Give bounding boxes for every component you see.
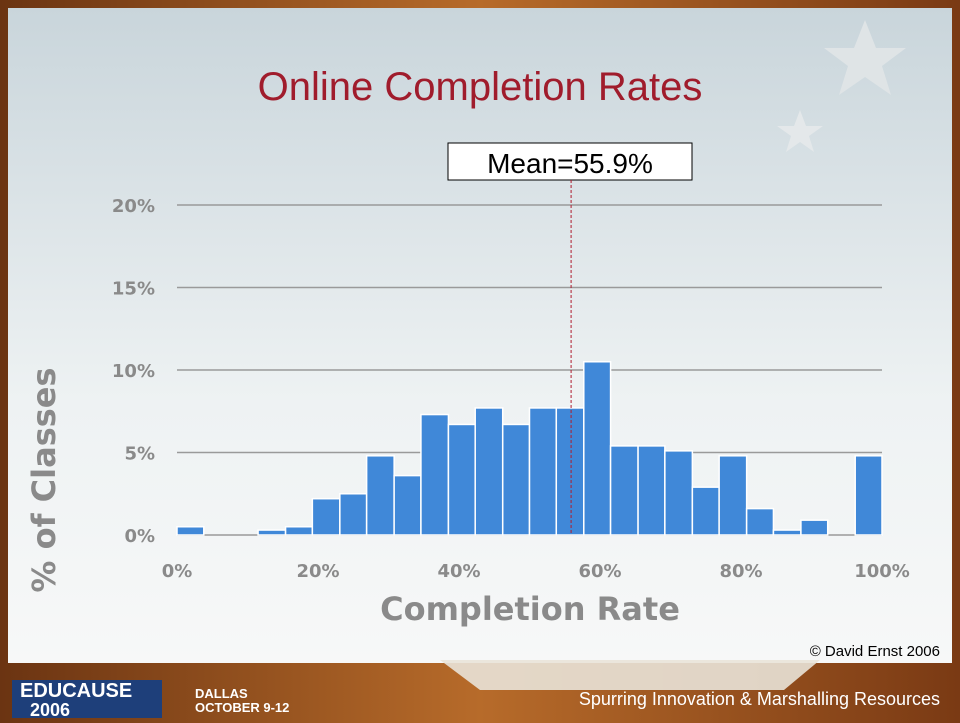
y-tick-label: 15%	[112, 279, 155, 300]
bar	[800, 519, 829, 536]
star	[777, 110, 823, 152]
bar	[365, 455, 395, 536]
bar	[718, 455, 748, 536]
y-tick-label: 0%	[124, 526, 155, 547]
bar	[854, 455, 883, 536]
bar	[501, 423, 531, 536]
slide-body	[8, 8, 952, 663]
bar	[474, 407, 504, 536]
logo-year: 2006	[30, 700, 70, 720]
bar	[420, 413, 450, 536]
y-tick-label: 20%	[112, 196, 155, 217]
dates: October 9-12	[195, 700, 289, 715]
x-tick-label: 40%	[437, 561, 480, 582]
x-tick-label: 100%	[854, 561, 910, 582]
x-tick-label: 20%	[296, 561, 339, 582]
bar	[745, 507, 775, 536]
chart-title: Online Completion Rates	[258, 65, 703, 109]
tagline: Spurring Innovation & Marshalling Resour…	[579, 689, 940, 709]
x-tick-label: 60%	[578, 561, 621, 582]
bar	[284, 526, 314, 536]
city: Dallas	[195, 686, 248, 701]
x-tick-label: 80%	[719, 561, 762, 582]
bar	[583, 361, 612, 536]
logo: EDUCAUSE	[20, 680, 132, 702]
bar	[176, 526, 205, 536]
y-axis-label: % of Classes	[25, 367, 63, 592]
bar	[393, 474, 422, 536]
bar	[528, 407, 558, 536]
copyright: © David Ernst 2006	[810, 643, 940, 660]
bar	[637, 445, 666, 536]
bar	[555, 407, 585, 536]
bar	[664, 450, 694, 536]
footer-tab	[440, 660, 820, 690]
bar	[772, 529, 802, 536]
mean-label: Mean=55.9%	[487, 148, 653, 179]
bar	[609, 445, 639, 536]
mean-box	[447, 142, 693, 181]
logo-bg	[12, 680, 162, 718]
bar	[311, 497, 341, 536]
bar	[447, 423, 476, 536]
bar	[257, 529, 287, 536]
y-tick-label: 5%	[124, 444, 155, 465]
y-tick-label: 10%	[112, 361, 155, 382]
x-axis-label: Completion Rate	[380, 590, 680, 628]
x-tick-label: 0%	[162, 561, 193, 582]
bar	[691, 486, 720, 536]
star	[824, 20, 906, 95]
bar	[339, 493, 368, 536]
